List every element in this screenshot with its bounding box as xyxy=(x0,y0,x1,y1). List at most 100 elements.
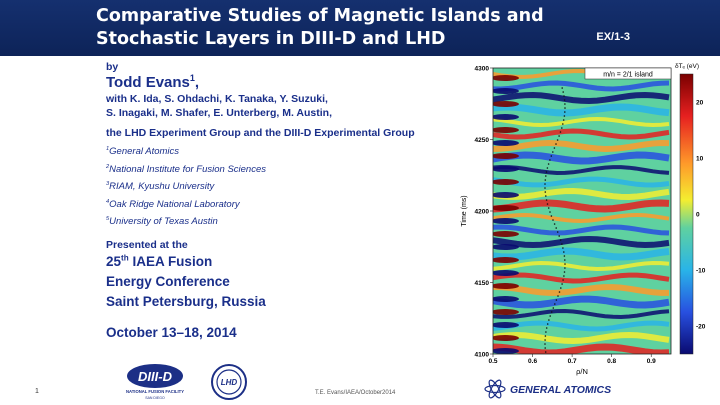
trace-point xyxy=(563,275,565,277)
y-tick-label: 4150 xyxy=(475,280,490,287)
conference-location: Saint Petersburg, Russia xyxy=(106,294,266,309)
edge-streak xyxy=(493,257,519,263)
conference-line-1: 25th IAEA Fusion xyxy=(106,253,213,269)
colorbar-tick-label: -10 xyxy=(696,268,706,275)
trace-point xyxy=(550,155,553,157)
trace-point xyxy=(550,311,553,313)
conference-line-2: Energy Conference xyxy=(106,274,230,289)
edge-streak xyxy=(493,348,519,354)
diiid-lhd-logos: DIII-D NATIONAL FUSION FACILITY SAN DIEG… xyxy=(126,364,247,400)
trace-point xyxy=(546,323,549,325)
trace-point xyxy=(544,347,546,349)
contour-band xyxy=(493,139,670,153)
x-tick-label: 0.8 xyxy=(607,358,616,365)
trace-point xyxy=(563,271,566,273)
contour-band xyxy=(493,247,670,261)
affiliation-4: 4Oak Ridge National Laboratory xyxy=(106,198,240,210)
trace-point xyxy=(559,239,562,241)
experiment-groups: the LHD Experiment Group and the DIII-D … xyxy=(106,127,415,139)
edge-streak xyxy=(493,114,519,120)
edge-streak xyxy=(493,153,519,159)
general-atomics-logo: GENERAL ATOMICS xyxy=(484,379,611,399)
coauthors-line-1: with K. Ida, S. Ohdachi, K. Tanaka, Y. S… xyxy=(106,93,328,105)
trace-point xyxy=(547,163,550,165)
trace-point xyxy=(558,235,560,237)
edge-streak xyxy=(493,75,519,81)
edge-streak xyxy=(493,322,519,328)
diiid-logo-icon xyxy=(127,364,183,388)
trace-point xyxy=(552,307,555,309)
slide-number: 1 xyxy=(35,388,39,395)
edge-streak xyxy=(493,179,519,185)
trace-point xyxy=(545,199,548,201)
contour-band xyxy=(493,91,670,105)
trace-point xyxy=(563,115,566,117)
main-author-name: Todd Evans xyxy=(106,74,190,91)
edge-streak xyxy=(493,218,519,224)
edge-streak xyxy=(493,244,519,250)
y-axis-label: Time (ms) xyxy=(461,195,468,226)
contour-plot: m/n = 2/1 island 4100 4150 4200 4250 4300 0.… xyxy=(461,63,706,376)
contour-band xyxy=(493,320,670,332)
colorbar-ticks: 20 10 0 -10 -20 xyxy=(696,100,706,331)
affiliation-5: 5University of Texas Austin xyxy=(106,215,218,227)
title-line-1: Comparative Studies of Magnetic Islands … xyxy=(96,6,544,26)
x-tick-label: 0.6 xyxy=(528,358,537,365)
trace-point xyxy=(564,103,566,105)
contour-band xyxy=(493,80,670,92)
edge-streak xyxy=(493,335,519,341)
trace-point xyxy=(562,123,564,125)
trace-point xyxy=(558,291,561,293)
title-line-2: Stochastic Layers in DIII-D and LHD xyxy=(96,29,446,49)
contour-band xyxy=(493,187,670,201)
coauthors-line-2: S. Inagaki, M. Shafer, E. Unterberg, M. … xyxy=(106,107,332,119)
y-tick-label: 4200 xyxy=(475,209,490,216)
trace-point xyxy=(550,215,553,217)
contour-band xyxy=(493,308,670,320)
colorbar-tick-label: 20 xyxy=(696,100,704,107)
trace-point xyxy=(549,159,551,161)
edge-streak xyxy=(493,283,519,289)
contour-band xyxy=(493,272,670,284)
contour-band xyxy=(493,284,669,296)
trace-point xyxy=(544,187,546,189)
footer-credit: T.E. Evans/IAEA/October2014 xyxy=(315,390,396,396)
trace-point xyxy=(549,315,551,317)
trace-point xyxy=(555,299,558,301)
author-block: by Todd Evans1, with K. Ida, S. Ohdachi,… xyxy=(106,61,466,231)
contour-bands xyxy=(493,68,670,354)
edge-streak xyxy=(493,88,519,94)
affiliations-list: 1General Atomics 2National Institute for… xyxy=(106,143,466,231)
trace-point xyxy=(546,203,549,205)
colorbar-tick-label: -20 xyxy=(696,324,706,331)
svg-text:SAN DIEGO: SAN DIEGO xyxy=(145,396,165,400)
trace-point xyxy=(557,295,559,297)
trace-point xyxy=(545,331,547,333)
affiliation-3: 3RIAM, Kyushu University xyxy=(106,180,215,192)
contour-band xyxy=(493,343,670,354)
colorbar xyxy=(679,73,694,355)
trace-point xyxy=(545,327,548,329)
x-tick-label: 0.7 xyxy=(568,358,577,365)
slide-title: Comparative Studies of Magnetic Islands … xyxy=(96,5,616,51)
trace-point xyxy=(563,99,566,101)
trace-point xyxy=(549,211,551,213)
edge-streak xyxy=(493,296,519,302)
main-author: Todd Evans1, xyxy=(106,73,200,92)
contour-band xyxy=(493,224,670,236)
trace-point xyxy=(544,343,546,345)
colorbar-tick-label: 10 xyxy=(696,156,704,163)
edge-streak xyxy=(493,309,519,315)
trace-point xyxy=(556,231,559,233)
trace-point xyxy=(553,147,556,149)
trace-point xyxy=(544,335,547,337)
affiliation-2: 2National Institute for Fusion Sciences xyxy=(106,163,267,175)
affiliation-1: 1General Atomics xyxy=(106,145,180,157)
trace-point xyxy=(544,179,547,181)
edge-streak xyxy=(493,205,519,211)
trace-point xyxy=(561,283,563,285)
trace-point xyxy=(544,191,547,193)
trace-point xyxy=(556,139,559,141)
trace-point xyxy=(544,183,546,185)
svg-text:DIII-D: DIII-D xyxy=(138,369,173,384)
